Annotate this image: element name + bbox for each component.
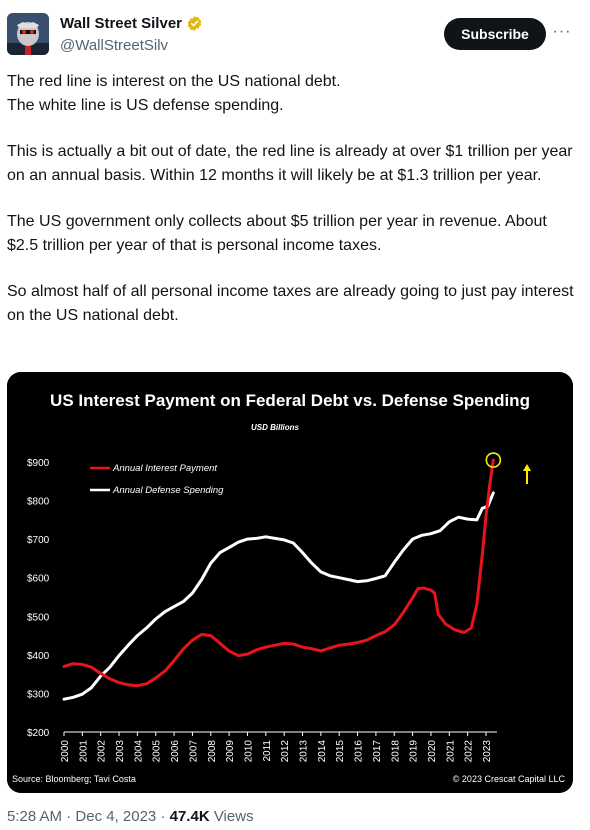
y-tick-label: $800 [27,497,50,508]
x-tick-label: 2009 [225,740,236,763]
x-tick-label: 2015 [335,740,346,763]
y-tick-label: $200 [27,728,50,739]
chart-lines [62,458,495,701]
chart-copyright: © 2023 Crescat Capital LLC [453,774,566,784]
chart-annotations [485,452,531,484]
x-tick-label: 2001 [78,740,89,763]
tweet-paragraph-2: This is actually a bit out of date, the … [7,143,573,184]
y-axis-ticks: $200 $300 $400 $500 $600 $700 $800 $900 [27,458,50,739]
x-tick-label: 2014 [317,740,328,763]
verified-badge-icon [187,16,202,31]
views-label: Views [209,808,254,825]
avatar[interactable] [7,13,49,55]
tweet-paragraph-3: The US government only collects about $5… [7,213,547,254]
chart-legend: Annual Interest Payment Annual Defense S… [90,463,224,496]
x-tick-label: 2021 [445,740,456,763]
x-tick-label: 2003 [115,740,126,763]
x-tick-label: 2002 [97,740,108,763]
y-tick-label: $300 [27,689,50,700]
tweet-media-chart[interactable]: US Interest Payment on Federal Debt vs. … [7,372,573,793]
y-tick-label: $600 [27,574,50,585]
x-tick-label: 2007 [188,740,199,763]
series-line-defense [62,491,495,701]
meta-separator: · [62,808,76,825]
tweet-meta: 5:28 AM · Dec 4, 2023 · 47.4K Views [7,808,254,825]
tweet-date[interactable]: Dec 4, 2023 [75,808,157,825]
author-display-name[interactable]: Wall Street Silver [60,15,182,32]
chart-background [7,372,573,793]
author-name-row: Wall Street Silver [60,15,203,32]
x-tick-label: 2013 [299,740,310,763]
x-axis-ticks: 2000 2001 2002 2003 2004 2005 2006 2007 2008 2009… [60,732,493,762]
x-tick-label: 2010 [243,740,254,763]
tweet-time[interactable]: 5:28 AM [7,808,63,825]
x-tick-label: 2005 [152,740,163,763]
y-tick-label: $500 [27,612,50,623]
legend-label-interest: Annual Interest Payment [112,463,217,474]
x-tick-label: 2019 [409,740,420,763]
annotation-circle [485,452,502,468]
x-tick-label: 2004 [133,740,144,763]
x-tick-label: 2008 [207,740,218,763]
tweet-header: Wall Street Silver @WallStreetSilv Subsc… [0,0,590,70]
author-handle[interactable]: @WallStreetSilv [60,37,169,54]
tweet-text: The red line is interest on the US natio… [7,70,577,350]
x-tick-label: 2020 [427,740,438,763]
x-tick-label: 2000 [60,740,71,763]
avatar-icon [7,13,49,55]
y-tick-label: $400 [27,651,50,662]
meta-separator: · [156,808,170,825]
x-tick-label: 2018 [390,740,401,763]
x-tick-label: 2023 [482,740,493,763]
chart-title: US Interest Payment on Federal Debt vs. … [50,391,530,410]
subscribe-button[interactable]: Subscribe [444,18,546,50]
chart-svg: US Interest Payment on Federal Debt vs. … [7,372,573,793]
tweet-paragraph-1: The red line is interest on the US natio… [7,73,341,114]
x-tick-label: 2006 [170,740,181,763]
views-count: 47.4K [169,808,210,825]
y-tick-label: $900 [27,458,50,469]
annotation-arrow-head [523,464,531,471]
y-tick-label: $700 [27,535,50,546]
chart-subtitle: USD Billions [251,423,300,432]
more-options-icon[interactable]: ··· [552,23,572,40]
legend-label-defense: Annual Defense Spending [112,485,224,496]
tweet-paragraph-4: So almost half of all personal income ta… [7,283,574,324]
x-tick-label: 2017 [372,740,383,763]
x-tick-label: 2022 [464,740,475,763]
series-line-interest [62,458,495,688]
x-tick-label: 2012 [280,740,291,763]
x-tick-label: 2016 [354,740,365,763]
chart-source: Source: Bloomberg; Tavi Costa [12,774,136,784]
x-tick-label: 2011 [262,740,273,762]
